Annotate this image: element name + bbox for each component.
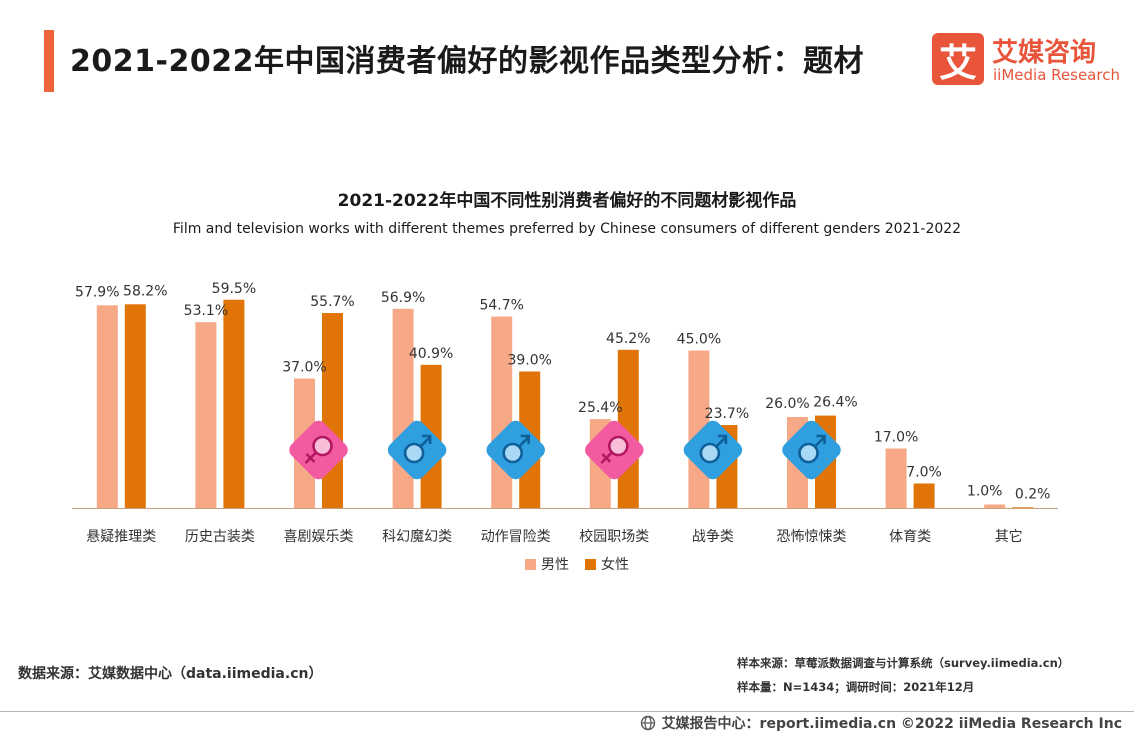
sample-info: 样本来源：草莓派数据调查与计算系统（survey.iimedia.cn） 样本量… <box>737 651 1069 699</box>
category-label-6: 战争类 <box>692 529 734 545</box>
bar-chart: 57.9% 58.2% 悬疑推理类 53.1% 59.5% 历史古装类 37.0% 55.7%… <box>72 281 1058 573</box>
category-label-1: 历史古装类 <box>185 529 255 545</box>
logo-mark: 艾 <box>932 33 984 85</box>
value-label-female-1: 59.5% <box>212 281 256 297</box>
female-icon <box>585 420 644 480</box>
value-label-female-3: 40.9% <box>409 346 453 362</box>
value-label-male-9: 1.0% <box>967 484 1003 500</box>
sample-source: 样本来源：草莓派数据调查与计算系统（survey.iimedia.cn） <box>737 656 1070 670</box>
sample-size: 样本量：N=1434；调研时间：2021年12月 <box>737 680 975 694</box>
value-label-female-6: 23.7% <box>705 406 749 422</box>
value-label-female-0: 58.2% <box>123 283 167 299</box>
category-label-2: 喜剧娱乐类 <box>284 529 354 545</box>
female-icon <box>289 420 348 480</box>
male-icon <box>683 420 743 480</box>
footer-divider <box>0 711 1134 712</box>
bar-male-1 <box>195 322 217 508</box>
male-icon <box>782 420 841 480</box>
bar-male-0 <box>96 305 118 508</box>
male-icon <box>387 420 447 480</box>
value-label-female-2: 55.7% <box>310 294 354 310</box>
legend-label-male: 男性 <box>541 557 569 573</box>
logo-en-text: iiMedia Research <box>993 66 1120 84</box>
value-label-male-0: 57.9% <box>75 284 119 300</box>
category-label-9: 其它 <box>995 528 1023 545</box>
value-label-male-4: 54.7% <box>479 298 523 314</box>
page-title: 2021-2022年中国消费者偏好的影视作品类型分析：题材 <box>70 44 864 79</box>
value-label-male-1: 53.1% <box>184 303 228 319</box>
value-label-female-5: 45.2% <box>606 331 650 347</box>
bar-female-1 <box>223 299 245 508</box>
chart-title: 2021-2022年中国不同性别消费者偏好的不同题材影视作品 <box>337 191 797 211</box>
value-label-male-7: 26.0% <box>765 396 809 412</box>
bar-female-8 <box>913 483 935 508</box>
category-label-5: 校园职场类 <box>579 528 649 545</box>
logo-cn-text: 艾媒咨询 <box>992 38 1097 68</box>
bar-female-2 <box>322 313 343 508</box>
bar-male-4 <box>491 316 513 508</box>
value-label-female-9: 0.2% <box>1015 486 1051 502</box>
value-label-male-3: 56.9% <box>381 290 425 306</box>
category-label-7: 恐怖惊悚类 <box>777 528 847 545</box>
bar-male-8 <box>885 448 907 508</box>
brand-logo: 艾 艾媒咨询 iiMedia Research <box>932 30 1122 90</box>
value-label-female-7: 26.4% <box>813 395 857 411</box>
footer: 艾媒报告中心：report.iimedia.cn ©2022 iiMedia R… <box>640 713 1122 733</box>
legend-swatch-male <box>525 559 536 570</box>
bar-male-9 <box>984 504 1006 508</box>
bar-female-9 <box>1012 507 1034 508</box>
category-label-0: 悬疑推理类 <box>86 529 156 545</box>
value-label-female-4: 39.0% <box>507 353 551 369</box>
legend-label-female: 女性 <box>601 556 629 573</box>
category-label-4: 动作冒险类 <box>481 529 551 545</box>
category-label-3: 科幻魔幻类 <box>382 529 452 545</box>
bar-female-0 <box>124 304 146 508</box>
chart-subtitle: Film and television works with different… <box>172 221 962 237</box>
bar-male-3 <box>392 308 414 508</box>
value-label-male-8: 17.0% <box>874 430 918 446</box>
globe-icon <box>640 715 655 731</box>
value-label-male-2: 37.0% <box>282 360 326 376</box>
male-icon <box>486 420 545 480</box>
category-label-8: 体育类 <box>889 529 931 545</box>
title-accent-bar <box>44 30 54 92</box>
value-label-male-6: 45.0% <box>677 332 721 348</box>
data-source: 数据来源：艾媒数据中心（data.iimedia.cn） <box>18 666 323 682</box>
value-label-male-5: 25.4% <box>578 400 622 416</box>
value-label-female-8: 7.0% <box>906 465 942 481</box>
footer-text: 艾媒报告中心：report.iimedia.cn ©2022 iiMedia R… <box>661 716 1122 732</box>
legend-swatch-female <box>585 559 596 570</box>
